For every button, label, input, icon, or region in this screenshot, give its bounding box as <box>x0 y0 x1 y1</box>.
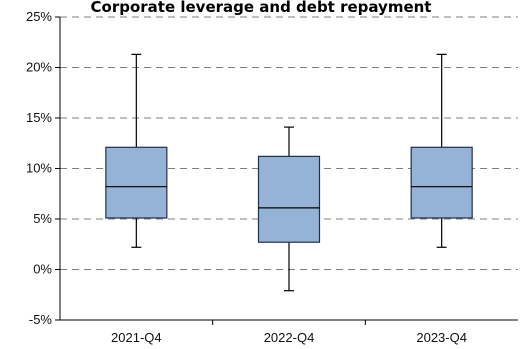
y-tick-label: 15% <box>26 110 52 125</box>
box-2022-Q4 <box>257 126 321 292</box>
box-2021-Q4 <box>105 53 168 248</box>
y-tick-label: 10% <box>26 161 52 176</box>
box-series <box>105 53 473 292</box>
y-tick-label: 25% <box>26 9 52 24</box>
box-2023-Q4 <box>410 53 473 248</box>
box-iqr <box>105 146 168 219</box>
y-tick-label: 20% <box>26 60 52 75</box>
chart-title: Corporate leverage and debt repayment <box>91 0 432 16</box>
y-axis-tick-labels: 25% 20% 15% 10% 5% 0% -5% <box>26 9 52 327</box>
x-tick-label: 2021-Q4 <box>111 330 162 345</box>
y-tick-label: 0% <box>33 262 52 277</box>
x-axis-tick-labels: 2021-Q4 2022-Q4 2023-Q4 <box>111 330 467 345</box>
y-tick-label: 5% <box>33 211 52 226</box>
x-tick-label: 2023-Q4 <box>416 330 467 345</box>
box-iqr <box>257 155 321 243</box>
x-tick-label: 2022-Q4 <box>264 330 315 345</box>
axes <box>55 16 518 325</box>
y-tick-label: -5% <box>29 312 53 327</box>
box-iqr <box>410 146 473 219</box>
